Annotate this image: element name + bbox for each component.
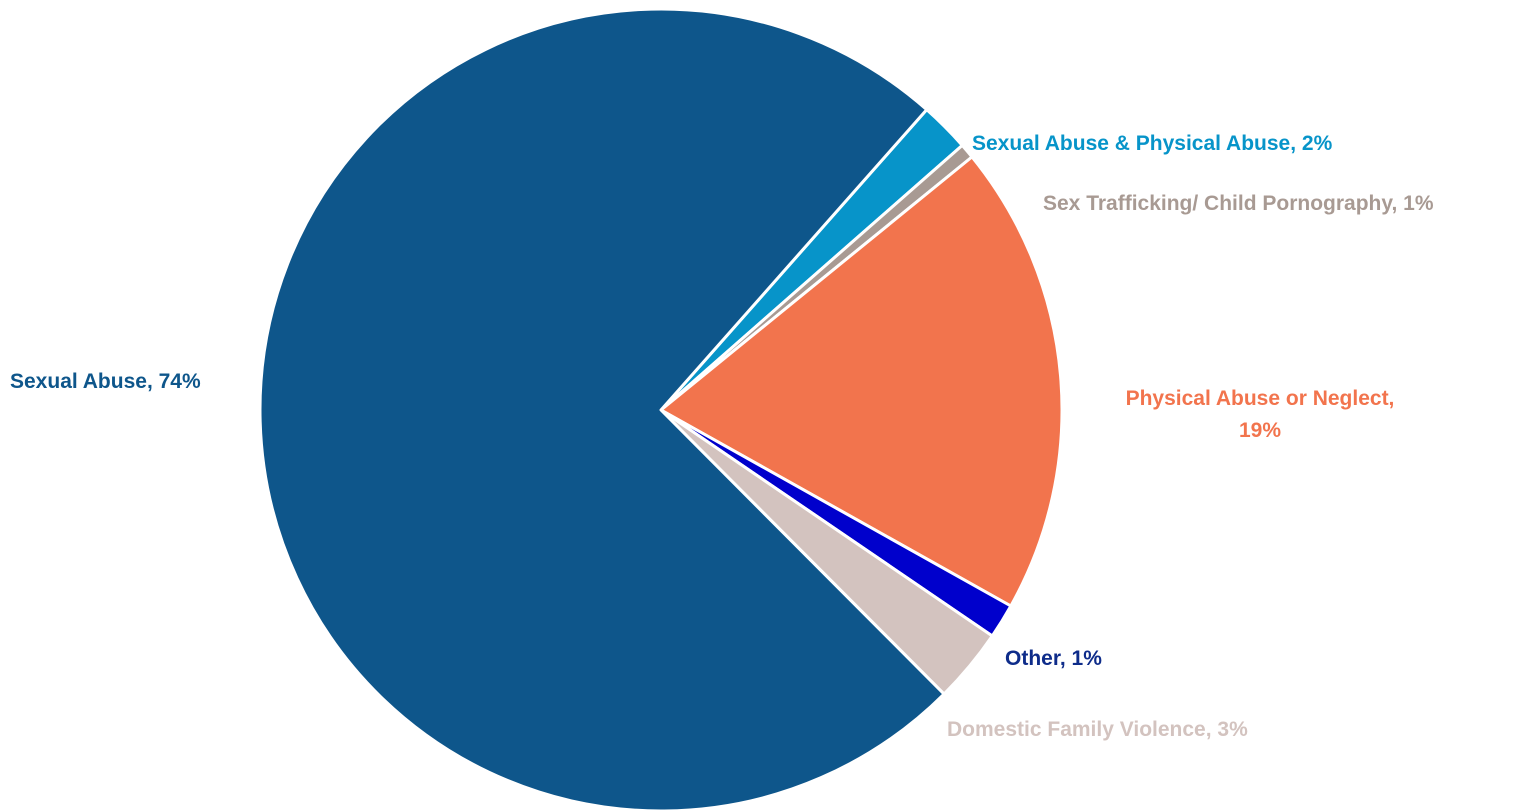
pie-slice-physical-abuse-or-neglect <box>659 155 1064 608</box>
pie-labels: Sexual Abuse & Physical Abuse, 2% Sex Tra… <box>10 132 1434 741</box>
pie-slice-sexual-abuse <box>258 7 946 811</box>
pie-label-sexual-abuse: Sexual Abuse, 74% <box>10 370 201 393</box>
pie-label-sexual-abuse-physical-abuse: Sexual Abuse & Physical Abuse, 2% <box>972 132 1333 155</box>
pie-slices <box>258 7 1064 811</box>
pie-label-sex-trafficking-child-pornography: Sex Trafficking/ Child Pornography, 1% <box>1043 192 1434 215</box>
pie-label-domestic-family-violence: Domestic Family Violence, 3% <box>947 718 1248 741</box>
pie-label-physical-abuse-or-neglect: Physical Abuse or Neglect, 19% <box>1126 387 1395 442</box>
pie-label-other: Other, 1% <box>1005 647 1102 670</box>
